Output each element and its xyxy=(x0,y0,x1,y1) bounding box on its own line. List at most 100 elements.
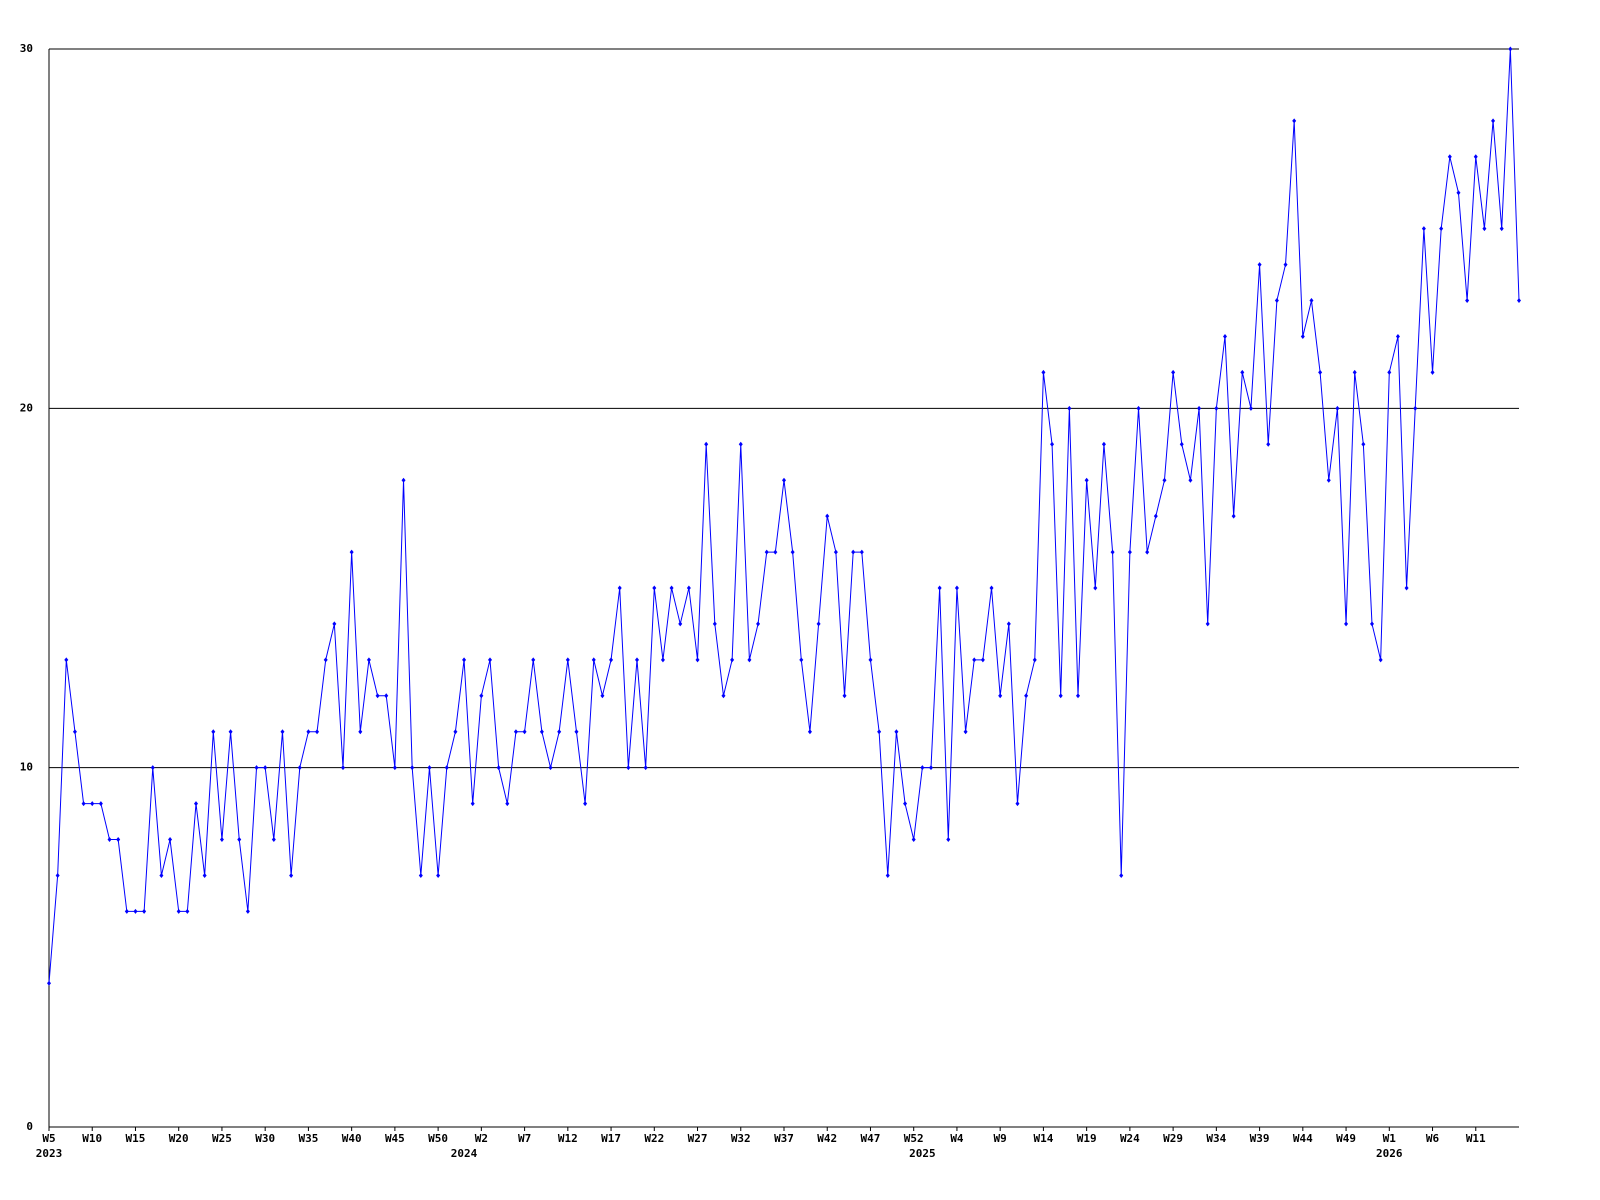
data-point xyxy=(289,872,294,878)
data-point xyxy=(937,585,942,591)
data-point xyxy=(980,657,985,663)
data-point xyxy=(1197,405,1202,411)
data-point xyxy=(583,801,588,807)
data-point xyxy=(98,801,103,807)
x-tick-label: W49 xyxy=(1336,1132,1356,1145)
data-point xyxy=(704,441,709,447)
data-point xyxy=(392,765,397,771)
data-point xyxy=(124,908,129,914)
data-point xyxy=(341,765,345,771)
data-point xyxy=(1231,513,1236,519)
data-point xyxy=(462,657,467,663)
data-point xyxy=(903,801,908,807)
data-point xyxy=(1283,262,1288,268)
data-point xyxy=(998,693,1003,699)
x-tick-label: W2 xyxy=(475,1132,488,1145)
data-point xyxy=(868,657,873,663)
data-point xyxy=(358,729,363,735)
data-point xyxy=(315,729,320,735)
data-point xyxy=(133,908,138,914)
data-point xyxy=(150,765,155,771)
x-tick-label: W15 xyxy=(126,1132,146,1145)
data-point xyxy=(1101,441,1106,447)
data-point xyxy=(1084,477,1089,483)
data-point xyxy=(81,801,86,807)
data-point xyxy=(877,729,882,735)
data-point xyxy=(894,729,899,735)
data-point xyxy=(1491,118,1496,124)
data-point xyxy=(635,657,639,663)
data-point xyxy=(782,477,786,483)
year-label: 2026 xyxy=(1376,1147,1403,1160)
data-point xyxy=(410,765,415,771)
data-point xyxy=(920,765,925,771)
data-point xyxy=(548,765,553,771)
x-tick-label: W27 xyxy=(688,1132,708,1145)
data-point xyxy=(401,477,406,483)
data-point xyxy=(479,693,484,699)
data-point xyxy=(1370,621,1374,627)
data-point xyxy=(1413,405,1418,411)
x-tick-label: W47 xyxy=(861,1132,881,1145)
data-point xyxy=(237,837,242,843)
x-tick-label: W24 xyxy=(1120,1132,1140,1145)
x-tick-label: W25 xyxy=(212,1132,232,1145)
data-point xyxy=(1421,226,1426,232)
data-point xyxy=(989,585,994,591)
data-point xyxy=(1050,441,1055,447)
data-point xyxy=(64,657,69,663)
x-tick-label: W17 xyxy=(601,1132,621,1145)
data-point xyxy=(885,872,890,878)
data-point xyxy=(1300,333,1305,339)
data-point xyxy=(756,621,761,627)
data-point xyxy=(496,765,501,771)
data-point xyxy=(643,765,648,771)
data-point xyxy=(842,693,847,699)
data-point xyxy=(176,908,181,914)
data-point xyxy=(963,729,968,735)
y-tick-label: 10 xyxy=(20,761,33,774)
data-point xyxy=(453,729,458,735)
data-point xyxy=(1136,405,1141,411)
data-point xyxy=(418,872,423,878)
data-point xyxy=(1439,226,1444,232)
data-point xyxy=(1093,585,1098,591)
x-tick-label: W40 xyxy=(342,1132,362,1145)
data-point xyxy=(263,765,268,771)
data-point xyxy=(851,549,856,555)
data-point xyxy=(211,729,216,735)
data-point xyxy=(1214,405,1219,411)
data-point xyxy=(1352,369,1357,375)
data-point xyxy=(531,657,536,663)
x-tick-label: W39 xyxy=(1250,1132,1270,1145)
data-point xyxy=(202,872,207,878)
data-point xyxy=(1205,621,1210,627)
data-point xyxy=(332,621,337,627)
data-point xyxy=(280,729,285,735)
data-point xyxy=(1110,549,1115,555)
data-point xyxy=(557,729,562,735)
x-tick-label: W4 xyxy=(950,1132,964,1145)
x-tick-label: W20 xyxy=(169,1132,189,1145)
data-point xyxy=(1499,226,1504,232)
x-tick-label: W9 xyxy=(994,1132,1007,1145)
data-point xyxy=(1162,477,1167,483)
data-point xyxy=(323,657,328,663)
data-point xyxy=(1344,621,1349,627)
x-tick-label: W5 xyxy=(42,1132,55,1145)
data-point xyxy=(228,729,233,735)
data-point xyxy=(833,549,838,555)
data-point xyxy=(245,908,250,914)
data-point xyxy=(790,549,795,555)
data-point xyxy=(652,585,657,591)
x-tick-label: W14 xyxy=(1033,1132,1053,1145)
data-point xyxy=(1456,190,1461,196)
data-point xyxy=(142,908,147,914)
data-point xyxy=(1257,262,1262,268)
data-point xyxy=(168,837,173,843)
data-point xyxy=(816,621,821,627)
data-point xyxy=(669,585,674,591)
data-point xyxy=(660,657,665,663)
data-point xyxy=(1292,118,1297,124)
data-point xyxy=(1378,657,1383,663)
